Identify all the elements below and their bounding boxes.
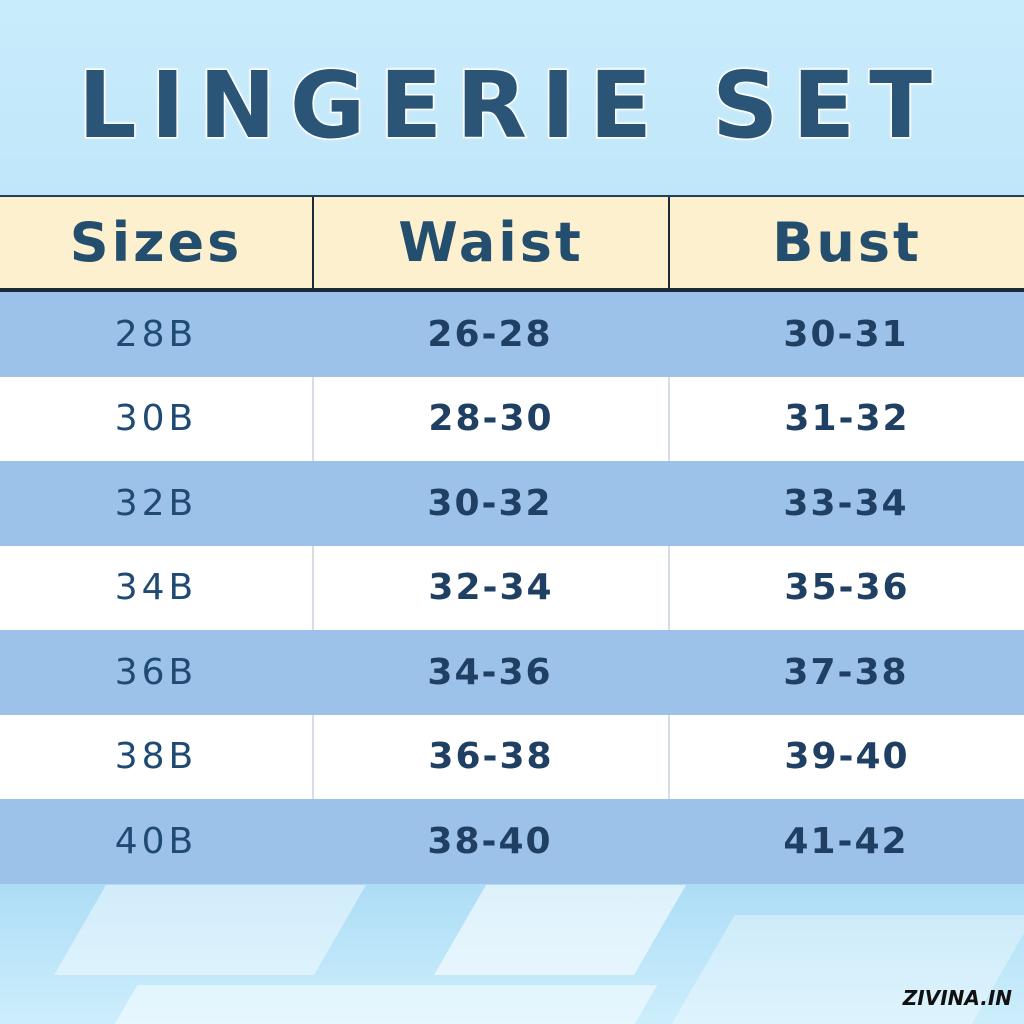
bust-cell: 37-38 xyxy=(783,651,909,693)
table-row: 38B 36-38 39-40 xyxy=(0,714,1024,799)
table-row: 36B 34-36 37-38 xyxy=(0,630,1024,715)
size-cell: 40B xyxy=(114,820,198,862)
table-header: Sizes Waist Bust xyxy=(0,195,1024,292)
bust-cell: 33-34 xyxy=(783,482,909,524)
size-cell: 32B xyxy=(114,482,198,524)
size-chart-table: Sizes Waist Bust 28B 26-28 30-31 30B 28-30 31… xyxy=(0,195,1024,884)
table-row: 32B 30-32 33-34 xyxy=(0,461,1024,546)
table-row: 40B 38-40 41-42 xyxy=(0,799,1024,884)
header-sizes: Sizes xyxy=(69,211,243,274)
size-cell: 30B xyxy=(114,398,198,440)
size-cell: 28B xyxy=(114,313,198,355)
bust-cell: 41-42 xyxy=(783,820,909,862)
brand-watermark: ZIVINA.IN xyxy=(902,986,1012,1010)
size-cell: 34B xyxy=(114,567,198,609)
bust-cell: 30-31 xyxy=(783,313,909,355)
table-row: 30B 28-30 31-32 xyxy=(0,376,1024,461)
waist-cell: 30-32 xyxy=(427,482,553,524)
size-cell: 38B xyxy=(114,736,198,778)
waist-cell: 38-40 xyxy=(427,820,553,862)
page-title: LINGERIE SET xyxy=(76,51,947,161)
header-waist: Waist xyxy=(312,197,668,288)
waist-cell: 36-38 xyxy=(312,714,668,799)
background-hexagons xyxy=(0,885,1024,1024)
waist-cell: 32-34 xyxy=(312,545,668,630)
waist-cell: 26-28 xyxy=(427,313,553,355)
bust-cell: 39-40 xyxy=(668,714,1024,799)
waist-cell: 28-30 xyxy=(312,376,668,461)
size-cell: 36B xyxy=(114,651,198,693)
waist-cell: 34-36 xyxy=(427,651,553,693)
header-bust: Bust xyxy=(668,197,1024,288)
table-row: 34B 32-34 35-36 xyxy=(0,545,1024,630)
table-row: 28B 26-28 30-31 xyxy=(0,292,1024,377)
bust-cell: 31-32 xyxy=(668,376,1024,461)
bust-cell: 35-36 xyxy=(668,545,1024,630)
